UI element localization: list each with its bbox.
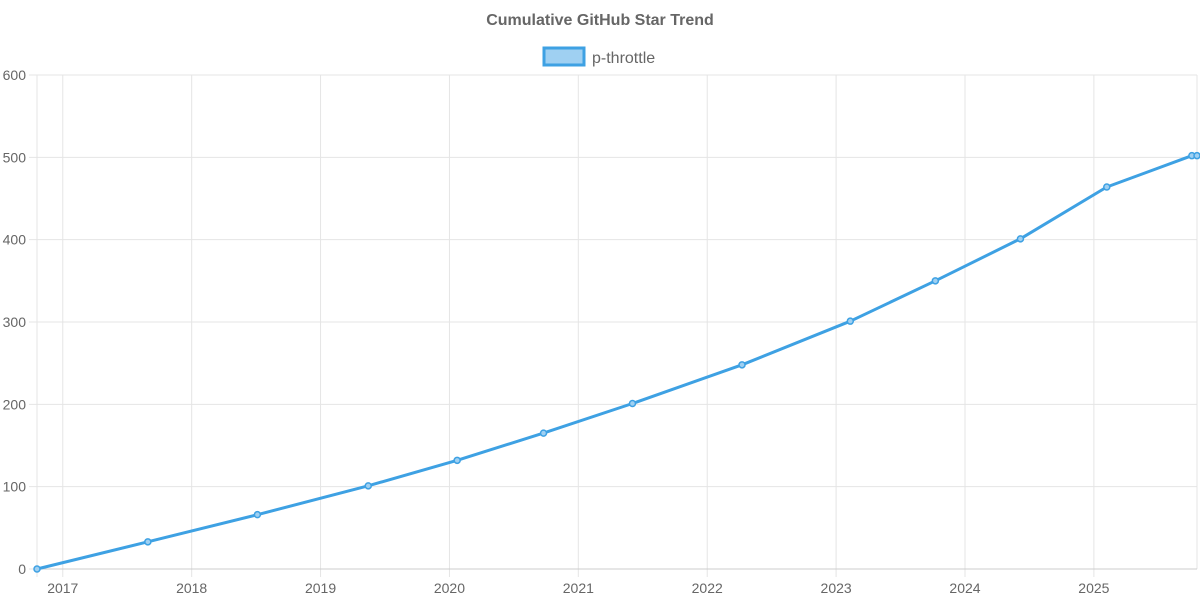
y-tick-label: 200 bbox=[3, 396, 27, 412]
data-point[interactable] bbox=[33, 565, 41, 573]
data-point[interactable] bbox=[1103, 183, 1111, 191]
data-point[interactable] bbox=[846, 317, 855, 325]
data-point[interactable] bbox=[364, 482, 372, 490]
y-tick-label: 600 bbox=[3, 67, 27, 83]
data-point[interactable] bbox=[144, 538, 152, 546]
x-tick-label: 2018 bbox=[176, 580, 207, 596]
data-point[interactable] bbox=[453, 456, 461, 465]
x-tick-label: 2022 bbox=[692, 580, 723, 596]
chart-title: Cumulative GitHub Star Trend bbox=[486, 12, 714, 29]
x-tick-label: 2024 bbox=[949, 580, 980, 596]
y-tick-label: 300 bbox=[3, 314, 27, 330]
data-point[interactable] bbox=[1193, 151, 1200, 160]
x-tick-label: 2020 bbox=[434, 580, 465, 596]
legend-swatch[interactable] bbox=[542, 46, 586, 67]
x-tick-label: 2021 bbox=[563, 580, 594, 596]
series-line bbox=[36, 154, 1197, 571]
series-layer bbox=[33, 151, 1200, 573]
data-point[interactable] bbox=[738, 361, 746, 369]
data-point[interactable] bbox=[1016, 235, 1025, 243]
data-point[interactable] bbox=[931, 277, 940, 285]
legend[interactable]: p-throttle bbox=[542, 46, 655, 67]
axes: 0 100 200 300 400 500 600 2017 2018 2019 2020 2021 2… bbox=[3, 67, 1197, 596]
y-tick-label: 400 bbox=[3, 232, 27, 248]
x-tick-label: 2025 bbox=[1078, 580, 1109, 596]
data-point[interactable] bbox=[253, 510, 262, 519]
x-tick-label: 2019 bbox=[305, 580, 336, 596]
legend-label[interactable]: p-throttle bbox=[592, 50, 655, 67]
grid bbox=[29, 74, 1198, 577]
data-point[interactable] bbox=[628, 399, 637, 408]
y-tick-label: 100 bbox=[3, 479, 27, 495]
x-tick-label: 2023 bbox=[821, 580, 852, 596]
y-tick-label: 0 bbox=[18, 561, 26, 577]
data-point[interactable] bbox=[539, 429, 548, 437]
x-tick-label: 2017 bbox=[47, 580, 78, 596]
y-tick-label: 500 bbox=[3, 149, 27, 165]
